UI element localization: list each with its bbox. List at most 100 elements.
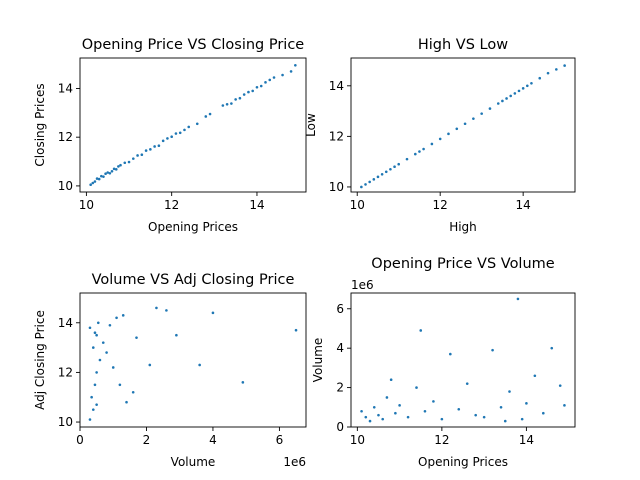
panel2-point: [430, 142, 434, 146]
panel1-point: [174, 132, 178, 135]
panel1-point: [264, 81, 267, 84]
panel2-point: [393, 165, 396, 169]
panel3-point: [198, 363, 201, 367]
panel4-point: [550, 346, 554, 350]
panel2-point: [418, 150, 421, 153]
panel1-point: [251, 89, 254, 93]
panel2-point: [538, 76, 542, 80]
panel3-point: [91, 408, 95, 411]
panel1-point: [178, 131, 182, 135]
panel2-point: [389, 167, 392, 171]
panel2-point: [405, 157, 409, 161]
panel1-xticks: 10 12 14: [79, 192, 265, 212]
panel1-ytick-label: 12: [58, 130, 73, 144]
panel1-point: [112, 167, 116, 171]
panel4-point: [542, 411, 545, 415]
panel1-point: [110, 169, 114, 173]
panel1-point: [89, 183, 92, 186]
panel1-point: [102, 175, 105, 178]
panel3-point: [111, 366, 115, 369]
panel1-point: [108, 171, 112, 175]
panel3-point: [155, 306, 158, 310]
panel3-point: [115, 316, 118, 320]
panel3-point: [125, 400, 128, 404]
panel1-point: [281, 73, 284, 77]
panel2-point: [505, 97, 508, 100]
panel3-ylabel: Adj Closing Price: [33, 310, 47, 410]
panel-high-vs-low: High VS Low 10 12 14 10 12 14 High Low: [304, 37, 576, 234]
panel3-xtick-label: 2: [143, 433, 151, 447]
panel1-point: [238, 96, 242, 100]
panel3-x-multiplier: 1e6: [283, 455, 306, 469]
panel3-point: [241, 381, 245, 384]
panel3-point: [95, 403, 98, 406]
panel4-xticks: 10 12 14: [350, 427, 534, 447]
panel4-xlabel: Opening Prices: [418, 455, 508, 469]
panel1-point: [119, 163, 122, 167]
panel4-point: [491, 348, 494, 352]
panel2-ytick-label: 10: [329, 180, 344, 194]
panel1-point: [242, 93, 246, 96]
panel1-point: [104, 172, 107, 176]
panel4-point: [368, 419, 372, 423]
panel4-xtick-label: 12: [434, 433, 449, 447]
panel2-point: [447, 132, 450, 136]
panel2-xtick-label: 14: [516, 198, 531, 212]
panel3-point: [93, 331, 97, 335]
panel3-ytick-label: 12: [58, 365, 73, 379]
panel3-point: [101, 341, 105, 344]
panel1-point: [225, 102, 229, 106]
panel3-point: [88, 418, 92, 421]
panel4-ytick-label: 4: [336, 341, 344, 355]
panel4-yticks: 0 2 4 6: [336, 302, 351, 434]
panel3-point: [98, 358, 102, 362]
panel1-point: [140, 153, 144, 157]
panel3-point: [294, 328, 298, 332]
panel1-point: [100, 174, 103, 178]
panel1-point: [132, 157, 135, 160]
panel1-xlabel: Opening Prices: [148, 220, 238, 234]
panel1-point: [153, 145, 156, 148]
panel1-frame: [79, 57, 307, 193]
panel1-xtick-label: 12: [164, 198, 179, 212]
panel2-point: [521, 87, 525, 90]
panel2-point: [530, 81, 533, 85]
panel4-point: [394, 411, 397, 415]
panel3-point: [135, 336, 138, 339]
panel3-point: [88, 326, 92, 330]
panel2-point: [376, 175, 380, 179]
panel4-points: [360, 297, 566, 423]
panel4-point: [406, 415, 410, 419]
panel1-point: [91, 181, 95, 185]
panel4-point: [389, 378, 393, 382]
panel1-point: [123, 161, 127, 165]
panel3-xtick-label: 0: [76, 433, 84, 447]
panel1-point: [93, 180, 97, 183]
panel4-point: [360, 409, 363, 413]
panel1-point: [106, 171, 110, 174]
panel-open-vs-volume: Opening Price VS Volume 1e6 10 12 14 0246 …: [311, 256, 576, 469]
panel1-point: [166, 137, 169, 140]
panel2-xlabel: High: [449, 220, 477, 234]
panel4-xtick-label: 10: [350, 433, 365, 447]
panel4-point: [449, 352, 452, 356]
panel3-xtick-label: 4: [209, 433, 217, 447]
panel2-point: [488, 107, 492, 110]
panel2-point: [563, 64, 566, 67]
panel2-point: [422, 147, 425, 151]
panel1-point: [170, 135, 173, 138]
panel4-title: Opening Price VS Volume: [371, 256, 554, 272]
panel1-point: [221, 104, 225, 107]
panel2-point: [372, 178, 376, 181]
panel2-point: [414, 152, 417, 156]
panel2-xtick-label: 12: [433, 198, 448, 212]
panel2-point: [517, 89, 521, 93]
panel3-point: [175, 333, 178, 337]
panel1-ylabel: Closing Prices: [33, 83, 47, 166]
panel3-ytick-label: 14: [58, 316, 73, 330]
panel3-xlabel: Volume: [171, 455, 216, 469]
panel2-point: [384, 170, 388, 174]
panel2-point: [513, 92, 517, 95]
panel2-yticks: 10 12 14: [329, 79, 351, 194]
